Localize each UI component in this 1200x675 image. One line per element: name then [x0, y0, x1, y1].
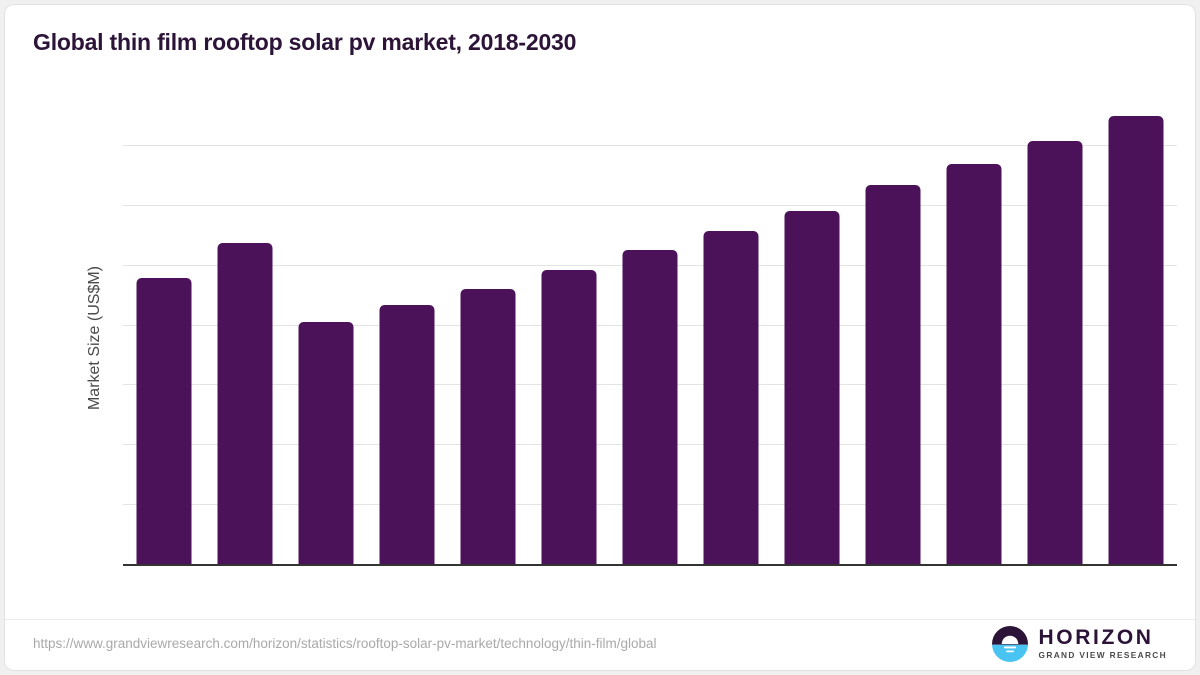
axis-baseline	[123, 564, 1177, 566]
bar-slot	[691, 113, 772, 564]
gridline	[123, 204, 1177, 206]
bar-2027[interactable]	[865, 184, 921, 564]
bar-slot	[123, 113, 204, 564]
logo-tagline: GRAND VIEW RESEARCH	[1038, 650, 1167, 661]
y-axis-title: Market Size (US$M)	[86, 265, 104, 410]
logo-text: HORIZON GRAND VIEW RESEARCH	[1039, 627, 1167, 660]
bar-2020[interactable]	[298, 322, 354, 564]
bar-slot	[934, 113, 1015, 564]
bar-2029[interactable]	[1027, 141, 1083, 564]
bar-slot	[528, 113, 609, 564]
bar-slot	[285, 113, 366, 564]
horizon-logo[interactable]: HORIZON GRAND VIEW RESEARCH	[991, 624, 1167, 664]
bar-slot	[853, 113, 934, 564]
bar-2019[interactable]	[217, 243, 273, 564]
chart-card: Global thin film rooftop solar pv market…	[4, 4, 1196, 671]
bar-slot	[772, 113, 853, 564]
horizon-sunrise-icon	[991, 626, 1028, 662]
bar-series	[123, 113, 1177, 564]
bar-slot	[447, 113, 528, 564]
bar-slot	[1015, 113, 1096, 564]
bar-2023[interactable]	[541, 269, 597, 564]
bar-2024[interactable]	[622, 250, 678, 564]
bar-2022[interactable]	[460, 288, 516, 564]
bar-2026[interactable]	[784, 210, 840, 564]
page-title: Global thin film rooftop solar pv market…	[33, 29, 577, 55]
source-url-link[interactable]: https://www.grandviewresearch.com/horizo…	[33, 636, 657, 651]
gridline	[123, 145, 1177, 146]
bar-slot	[609, 113, 690, 564]
bar-2030[interactable]	[1108, 116, 1164, 564]
bar-slot	[1096, 113, 1177, 564]
plot-area: 05k10k15k20k25k30k35k 201820192020202120…	[123, 113, 1177, 566]
bar-slot	[366, 113, 447, 564]
logo-wordmark: HORIZON	[1038, 626, 1154, 650]
bar-2028[interactable]	[946, 164, 1002, 564]
bar-2021[interactable]	[379, 305, 435, 564]
footer-divider	[5, 619, 1195, 620]
bar-2025[interactable]	[703, 231, 759, 564]
bar-2018[interactable]	[136, 277, 192, 564]
bar-slot	[204, 113, 285, 564]
